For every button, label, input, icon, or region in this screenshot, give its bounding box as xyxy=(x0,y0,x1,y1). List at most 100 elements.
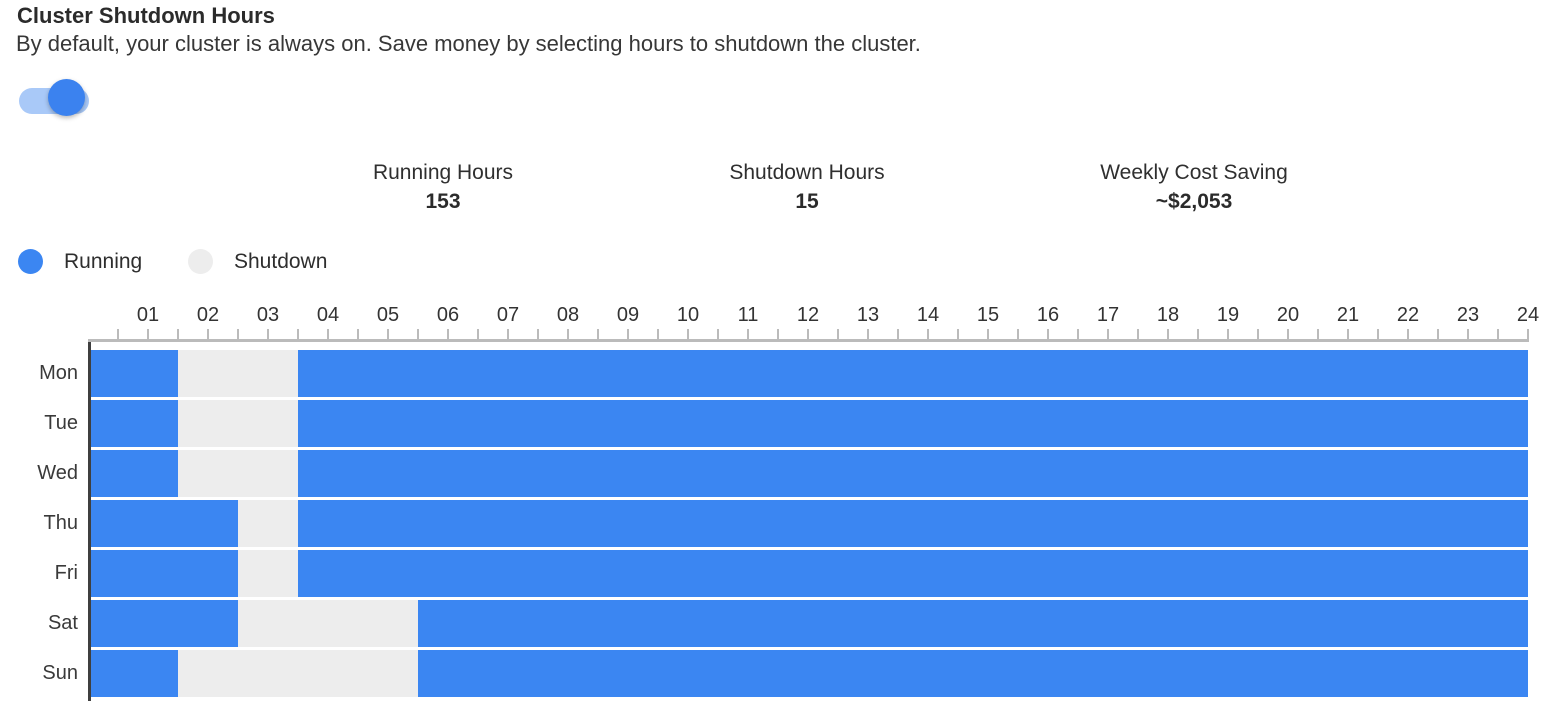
stat-running-hours-value: 153 xyxy=(425,190,461,213)
axis-tick xyxy=(117,329,119,339)
hour-label-19: 19 xyxy=(1216,304,1240,326)
hour-label-12: 12 xyxy=(796,304,820,326)
page-title: Cluster Shutdown Hours xyxy=(17,3,275,28)
hour-label-22: 22 xyxy=(1396,304,1420,326)
hour-label-20: 20 xyxy=(1276,304,1300,326)
day-label-wed: Wed xyxy=(37,462,78,484)
axis-tick xyxy=(147,329,149,339)
legend-item-shutdown: Shutdown xyxy=(188,249,327,274)
axis-tick xyxy=(717,329,719,339)
axis-tick xyxy=(807,329,809,339)
schedule-row-thu[interactable] xyxy=(91,500,1528,547)
shutdown-segment-sun[interactable] xyxy=(178,650,418,697)
stat-weekly-cost-saving-value: ~$2,053 xyxy=(1155,190,1233,213)
axis-tick xyxy=(1527,329,1529,339)
axis-tick xyxy=(1497,329,1499,339)
hour-label-18: 18 xyxy=(1156,304,1180,326)
axis-tick xyxy=(1437,329,1439,339)
shutdown-swatch-icon xyxy=(188,249,213,274)
stat-running-hours: Running Hours 153 xyxy=(373,161,513,214)
axis-tick xyxy=(327,329,329,339)
shutdown-segment-wed[interactable] xyxy=(178,450,298,497)
hour-label-17: 17 xyxy=(1096,304,1120,326)
axis-tick xyxy=(267,329,269,339)
hour-label-05: 05 xyxy=(376,304,400,326)
schedule-row-fri[interactable] xyxy=(91,550,1528,597)
day-axis-spine xyxy=(88,342,91,701)
cluster-shutdown-toggle[interactable] xyxy=(19,79,89,119)
shutdown-segment-sat[interactable] xyxy=(238,600,418,647)
schedule-row-wed[interactable] xyxy=(91,450,1528,497)
hour-label-07: 07 xyxy=(496,304,520,326)
page-subtitle: By default, your cluster is always on. S… xyxy=(16,31,921,56)
axis-tick xyxy=(657,329,659,339)
axis-tick xyxy=(1257,329,1259,339)
axis-tick xyxy=(777,329,779,339)
hour-label-04: 04 xyxy=(316,304,340,326)
day-label-sun: Sun xyxy=(42,662,78,684)
hour-label-03: 03 xyxy=(256,304,280,326)
hour-label-16: 16 xyxy=(1036,304,1060,326)
axis-tick xyxy=(987,329,989,339)
hour-label-02: 02 xyxy=(196,304,220,326)
axis-tick xyxy=(1017,329,1019,339)
axis-tick xyxy=(447,329,449,339)
legend-running-label: Running xyxy=(64,249,143,273)
stat-weekly-cost-saving-label: Weekly Cost Saving xyxy=(1100,161,1288,184)
axis-tick xyxy=(627,329,629,339)
shutdown-segment-tue[interactable] xyxy=(178,400,298,447)
axis-tick xyxy=(417,329,419,339)
axis-tick xyxy=(597,329,599,339)
axis-tick xyxy=(1407,329,1409,339)
axis-tick xyxy=(1287,329,1289,339)
shutdown-segment-mon[interactable] xyxy=(178,350,298,397)
schedule-row-tue[interactable] xyxy=(91,400,1528,447)
hour-label-21: 21 xyxy=(1336,304,1360,326)
schedule-row-mon[interactable] xyxy=(91,350,1528,397)
axis-tick xyxy=(1227,329,1229,339)
axis-tick xyxy=(1047,329,1049,339)
hour-axis-line xyxy=(88,339,1529,342)
axis-tick xyxy=(387,329,389,339)
shutdown-segment-fri[interactable] xyxy=(238,550,298,597)
toggle-knob xyxy=(48,79,85,116)
legend-shutdown-label: Shutdown xyxy=(234,249,328,273)
hour-label-24: 24 xyxy=(1516,304,1540,326)
shutdown-segment-thu[interactable] xyxy=(238,500,298,547)
axis-tick xyxy=(927,329,929,339)
hour-label-15: 15 xyxy=(976,304,1000,326)
axis-tick xyxy=(507,329,509,339)
day-label-thu: Thu xyxy=(43,512,78,534)
axis-tick xyxy=(1317,329,1319,339)
axis-tick xyxy=(957,329,959,339)
axis-tick xyxy=(477,329,479,339)
schedule-row-sat[interactable] xyxy=(91,600,1528,647)
running-swatch-icon xyxy=(18,249,43,274)
axis-tick xyxy=(1167,329,1169,339)
axis-tick xyxy=(747,329,749,339)
hour-label-23: 23 xyxy=(1456,304,1480,326)
schedule-row-sun[interactable] xyxy=(91,650,1528,697)
legend-item-running: Running xyxy=(18,249,142,274)
hour-label-08: 08 xyxy=(556,304,580,326)
hour-label-09: 09 xyxy=(616,304,640,326)
axis-tick xyxy=(1197,329,1199,339)
legend: Running Shutdown xyxy=(18,249,438,275)
axis-tick xyxy=(867,329,869,339)
axis-tick xyxy=(1377,329,1379,339)
axis-tick xyxy=(177,329,179,339)
axis-tick xyxy=(1137,329,1139,339)
axis-tick xyxy=(207,329,209,339)
axis-tick xyxy=(1077,329,1079,339)
axis-tick xyxy=(1347,329,1349,339)
axis-tick xyxy=(1107,329,1109,339)
day-label-sat: Sat xyxy=(47,612,78,634)
day-label-tue: Tue xyxy=(44,412,78,434)
hour-label-14: 14 xyxy=(916,304,940,326)
axis-tick xyxy=(687,329,689,339)
stat-shutdown-hours-label: Shutdown Hours xyxy=(729,161,885,184)
axis-tick xyxy=(1467,329,1469,339)
stat-shutdown-hours-value: 15 xyxy=(795,190,819,213)
hour-label-01: 01 xyxy=(136,304,160,326)
